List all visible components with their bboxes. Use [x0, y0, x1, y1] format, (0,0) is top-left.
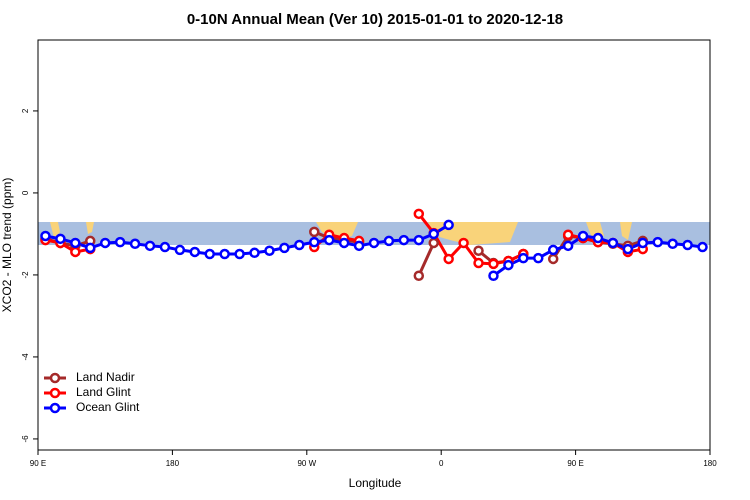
x-axis-label: Longitude: [349, 476, 402, 490]
data-point: [129, 238, 141, 250]
y-tick-label: -4: [21, 353, 30, 361]
data-point: [443, 219, 454, 231]
data-point: [279, 242, 290, 254]
data-point: [55, 233, 66, 245]
data-point: [428, 228, 439, 240]
legend-label: Ocean Glint: [76, 400, 140, 414]
plot: 90 E 180 90 W 0 90 E 180 -6 -4 -2 0 2 Land NadirLan…: [21, 108, 717, 468]
data-point: [383, 235, 395, 247]
data-point: [443, 253, 454, 265]
y-tick-label: -6: [21, 435, 30, 443]
data-point: [323, 234, 335, 246]
data-point: [309, 236, 320, 248]
y-tick-label: 0: [21, 190, 30, 195]
ocean-band: [38, 222, 710, 245]
legend-marker: [49, 372, 61, 384]
data-point: [204, 248, 215, 260]
x-tick-label: 0: [439, 459, 444, 468]
data-point: [697, 241, 708, 253]
data-point: [488, 270, 499, 281]
data-point: [637, 237, 649, 249]
data-point: [473, 245, 484, 256]
data-point: [652, 236, 663, 248]
data-point: [607, 237, 619, 249]
data-point: [458, 237, 469, 249]
x-tick-label: 90 E: [567, 459, 583, 468]
x-tick-label: 180: [166, 459, 180, 468]
data-point: [533, 252, 544, 264]
series-line: [45, 230, 644, 277]
data-point: [562, 240, 574, 252]
data-point: [503, 259, 514, 271]
data-point: [547, 253, 559, 265]
data-point: [682, 239, 693, 251]
x-tick-label: 90 E: [30, 459, 46, 468]
data-point: [234, 248, 245, 260]
data-point: [368, 237, 380, 249]
data-point: [40, 230, 51, 242]
data-point: [428, 237, 439, 249]
chart-title: 0-10N Annual Mean (Ver 10) 2015-01-01 to…: [187, 11, 563, 28]
legend-label: Land Glint: [76, 385, 131, 399]
data-point: [518, 252, 529, 264]
data-point: [592, 232, 604, 244]
data-point: [622, 243, 634, 255]
data-point: [338, 237, 350, 249]
legend-marker: [49, 402, 61, 414]
x-tick-label: 90 W: [297, 459, 316, 468]
data-point: [413, 208, 425, 220]
data-point: [99, 237, 111, 249]
data-point: [174, 244, 186, 256]
data-point: [413, 270, 425, 281]
data-point: [264, 245, 275, 256]
data-point: [219, 248, 230, 260]
x-tick-label: 180: [703, 459, 717, 468]
data-point: [114, 236, 126, 248]
data-point: [547, 244, 559, 256]
data-point: [309, 226, 320, 238]
data-point: [488, 258, 499, 270]
data-point: [249, 247, 260, 259]
data-point: [562, 229, 574, 240]
data-point: [473, 257, 484, 269]
legend-label: Land Nadir: [76, 370, 135, 384]
data-point: [70, 246, 81, 258]
y-tick-label: -2: [21, 271, 30, 279]
legend-marker: [49, 387, 61, 399]
data-point: [85, 242, 96, 254]
data-point: [189, 246, 201, 258]
data-point: [577, 230, 589, 242]
data-point: [398, 234, 410, 246]
data-point: [413, 234, 425, 246]
data-point: [667, 238, 678, 250]
data-point: [294, 239, 305, 251]
series-line: [45, 212, 644, 266]
data-point: [144, 240, 156, 252]
y-tick-label: 2: [21, 108, 30, 113]
plot-frame: [37, 39, 711, 451]
y-axis-label: XCO2 - MLO trend (ppm): [0, 178, 14, 313]
data-point: [70, 237, 81, 249]
data-point: [159, 241, 171, 253]
data-point: [353, 240, 365, 252]
